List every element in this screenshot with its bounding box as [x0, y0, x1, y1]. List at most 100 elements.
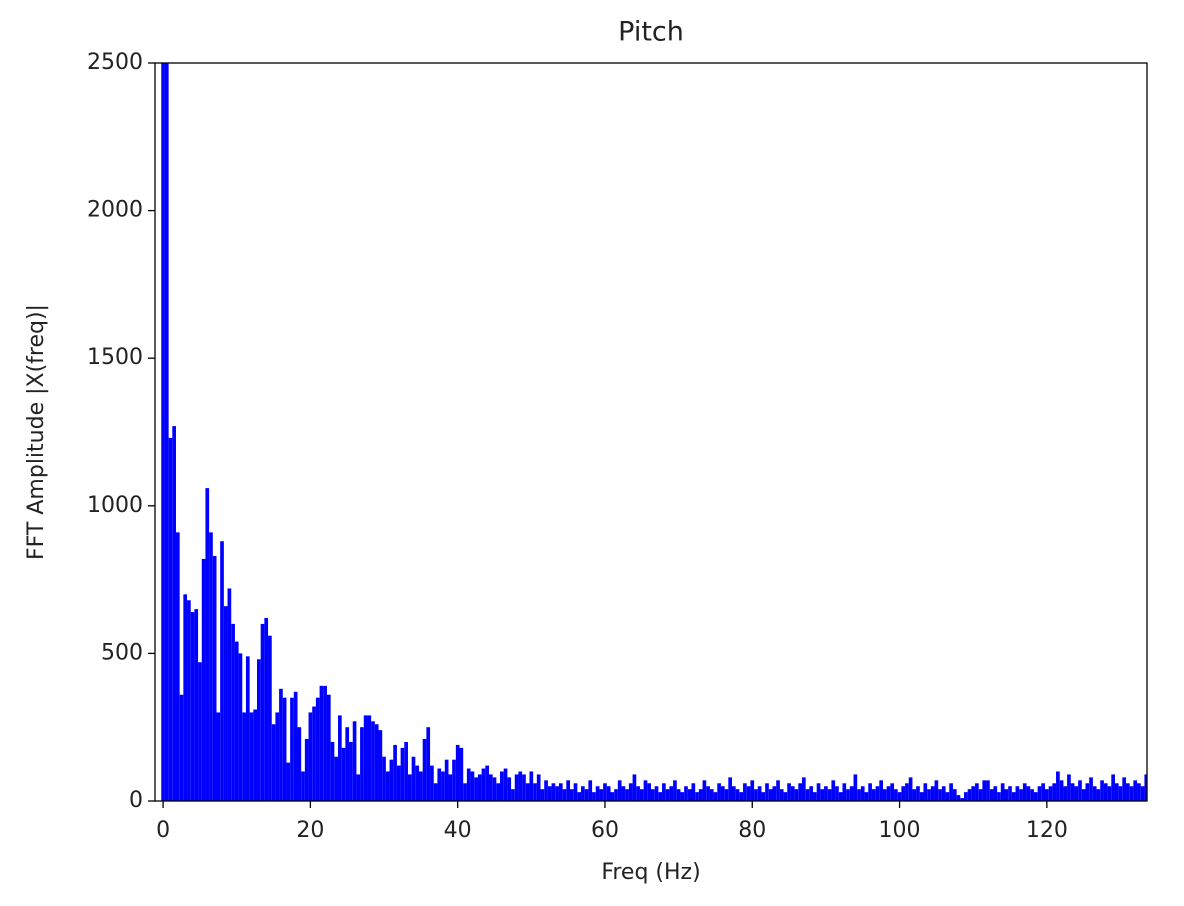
bar: [1011, 792, 1016, 801]
bar: [728, 777, 733, 801]
bar: [363, 715, 368, 801]
bar: [194, 609, 199, 801]
bar: [562, 789, 567, 801]
bar: [304, 739, 309, 801]
bar: [750, 780, 755, 801]
bar: [293, 691, 298, 801]
bar: [389, 759, 394, 801]
bar: [717, 783, 721, 801]
bar: [371, 721, 375, 801]
bar: [238, 653, 243, 801]
bar: [1085, 783, 1090, 801]
bar: [396, 765, 401, 801]
bar: [459, 747, 464, 801]
bar: [588, 780, 593, 801]
bar: [245, 656, 250, 801]
bar: [1000, 783, 1005, 801]
bar: [654, 786, 659, 801]
bar: [993, 786, 998, 801]
bar: [1074, 786, 1079, 801]
bar: [592, 792, 596, 801]
bar: [477, 774, 482, 801]
bar: [743, 783, 747, 801]
bar: [584, 789, 589, 801]
bar: [551, 783, 556, 801]
bar: [732, 786, 736, 801]
bar: [1063, 786, 1068, 801]
bar: [1067, 774, 1071, 801]
bar: [256, 659, 261, 801]
bar: [422, 739, 427, 801]
bar: [297, 727, 302, 801]
bar: [581, 786, 585, 801]
bar: [684, 786, 688, 801]
bar: [860, 786, 865, 801]
bar: [930, 786, 935, 801]
bar: [897, 792, 902, 801]
bar: [805, 789, 810, 801]
bar: [330, 741, 335, 801]
bar: [724, 789, 729, 801]
bar: [691, 783, 696, 801]
bar: [820, 789, 825, 801]
bar: [809, 786, 814, 801]
bar: [713, 792, 718, 801]
bar: [378, 730, 383, 801]
bar: [1052, 783, 1057, 801]
bar: [709, 789, 714, 801]
bar: [706, 786, 710, 801]
bar: [698, 789, 703, 801]
bar: [1004, 789, 1009, 801]
bar: [448, 774, 453, 801]
bar: [908, 777, 913, 801]
bar: [533, 783, 537, 801]
bar: [349, 741, 353, 801]
y-tick-label: 1000: [87, 493, 143, 518]
bar: [978, 789, 983, 801]
bar: [864, 792, 869, 801]
bar: [544, 780, 548, 801]
bar: [1048, 786, 1053, 801]
bar: [956, 795, 961, 801]
y-axis-label: FFT Amplitude |X(freq)|: [24, 304, 49, 560]
bar: [231, 623, 235, 801]
bar: [470, 771, 475, 801]
bar: [382, 756, 386, 801]
bar: [488, 774, 493, 801]
x-tick-label: 40: [444, 818, 472, 843]
bar: [547, 786, 552, 801]
bar: [945, 792, 950, 801]
y-tick-label: 2500: [87, 50, 143, 75]
bar: [301, 771, 305, 801]
bar: [463, 783, 467, 801]
bar: [411, 756, 416, 801]
bar: [209, 532, 213, 801]
bar: [426, 727, 431, 801]
bar: [912, 789, 917, 801]
bar: [404, 741, 408, 801]
x-axis-label: Freq (Hz): [601, 860, 700, 885]
bar: [794, 789, 799, 801]
bar: [813, 792, 817, 801]
bar: [636, 786, 640, 801]
bar: [790, 786, 795, 801]
bar: [419, 771, 423, 801]
bar: [1103, 783, 1108, 801]
bar: [566, 780, 570, 801]
bar: [1045, 789, 1049, 801]
bar: [164, 63, 169, 801]
bar: [621, 786, 626, 801]
bar: [290, 697, 294, 801]
bar: [573, 783, 578, 801]
bar: [190, 612, 195, 801]
bar: [1114, 783, 1119, 801]
bar: [982, 780, 987, 801]
bar: [430, 765, 434, 801]
x-tick-label: 0: [156, 818, 170, 843]
bar: [827, 789, 832, 801]
bar: [1041, 783, 1046, 801]
bar: [846, 789, 850, 801]
bar: [481, 768, 486, 801]
bar: [179, 694, 184, 801]
